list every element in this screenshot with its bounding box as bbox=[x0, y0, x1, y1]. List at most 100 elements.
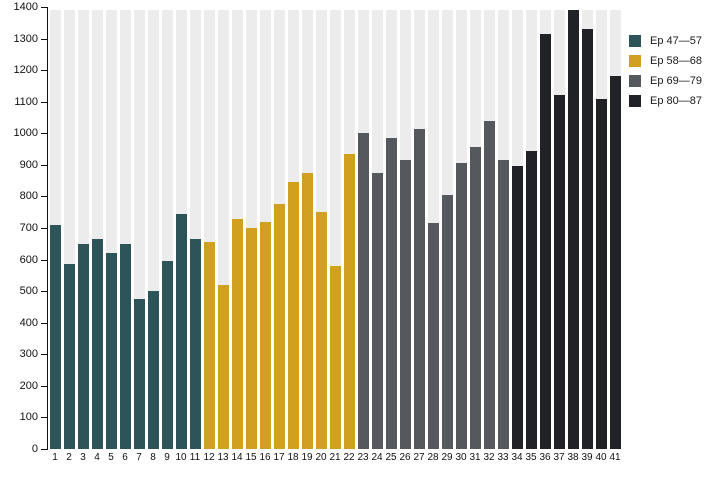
bar bbox=[301, 173, 313, 449]
x-tick-label: 18 bbox=[287, 452, 299, 463]
y-tick-label: 900 bbox=[19, 158, 38, 171]
y-tick-label: 100 bbox=[19, 411, 38, 424]
x-tick-label: 33 bbox=[497, 452, 509, 463]
bar bbox=[77, 244, 89, 449]
x-tick-label: 12 bbox=[203, 452, 215, 463]
x-tick-label: 23 bbox=[357, 452, 369, 463]
x-tick-label: 39 bbox=[581, 452, 593, 463]
bar bbox=[105, 253, 117, 449]
y-tick bbox=[41, 228, 47, 229]
backdrop-column bbox=[147, 10, 159, 449]
x-tick-label: 11 bbox=[189, 452, 201, 463]
y-tick bbox=[41, 385, 47, 387]
x-tick-label: 29 bbox=[441, 452, 453, 463]
y-tick bbox=[41, 417, 47, 419]
y-tick bbox=[41, 7, 47, 8]
backdrop-column bbox=[203, 10, 215, 449]
bar bbox=[553, 95, 565, 449]
x-tick-label: 25 bbox=[385, 452, 397, 463]
legend-item: Ep 58—68 bbox=[629, 51, 702, 71]
y-tick bbox=[41, 101, 47, 103]
y-tick-label: 300 bbox=[19, 348, 38, 361]
x-tick-label: 22 bbox=[343, 452, 355, 463]
legend-label: Ep 58—68 bbox=[650, 55, 702, 67]
x-tick-label: 35 bbox=[525, 452, 537, 463]
x-tick-label: 28 bbox=[427, 452, 439, 463]
bar bbox=[49, 225, 61, 449]
bar bbox=[469, 147, 481, 449]
bar bbox=[413, 129, 425, 449]
legend-item: Ep 80—87 bbox=[629, 91, 702, 111]
bar bbox=[483, 121, 495, 449]
x-tick-label: 21 bbox=[329, 452, 341, 463]
backdrop-column bbox=[189, 10, 201, 449]
legend-label: Ep 80—87 bbox=[650, 95, 702, 107]
x-tick-label: 13 bbox=[217, 452, 229, 463]
x-tick-label: 6 bbox=[122, 452, 128, 463]
bar bbox=[609, 76, 621, 449]
bar bbox=[259, 222, 271, 449]
bar bbox=[539, 34, 551, 449]
bar bbox=[203, 242, 215, 449]
bar bbox=[357, 133, 369, 449]
y-tick-label: 600 bbox=[19, 253, 38, 266]
x-tick-label: 19 bbox=[301, 452, 313, 463]
x-tick-label: 15 bbox=[245, 452, 257, 463]
y-tick-label: 0 bbox=[31, 443, 38, 455]
x-tick-label: 9 bbox=[164, 452, 170, 463]
bar bbox=[581, 29, 593, 449]
backdrop-column bbox=[217, 10, 229, 449]
bar bbox=[455, 163, 467, 449]
y-tick bbox=[41, 70, 47, 72]
legend-swatch bbox=[629, 35, 641, 47]
x-tick-label: 17 bbox=[273, 452, 285, 463]
bar bbox=[119, 244, 131, 449]
backdrop-column bbox=[161, 10, 173, 449]
y-tick bbox=[41, 259, 47, 261]
x-tick-label: 34 bbox=[511, 452, 523, 463]
bar bbox=[287, 182, 299, 449]
y-tick bbox=[41, 449, 47, 450]
backdrop-column bbox=[105, 10, 117, 449]
x-tick-label: 8 bbox=[150, 452, 156, 463]
backdrop-column bbox=[119, 10, 131, 449]
bar bbox=[525, 151, 537, 449]
bar bbox=[147, 291, 159, 449]
legend-label: Ep 47—57 bbox=[650, 35, 702, 47]
x-tick-label: 7 bbox=[136, 452, 142, 463]
bar bbox=[63, 264, 75, 449]
legend-swatch bbox=[629, 75, 641, 87]
bar bbox=[427, 223, 439, 449]
y-tick bbox=[41, 164, 47, 166]
legend-item: Ep 47—57 bbox=[629, 31, 702, 51]
y-tick-label: 1000 bbox=[13, 127, 38, 140]
bar bbox=[231, 219, 243, 449]
backdrop-column bbox=[133, 10, 145, 449]
x-tick-label: 41 bbox=[609, 452, 621, 463]
bar bbox=[273, 204, 285, 449]
y-tick bbox=[41, 38, 47, 40]
y-tick-label: 1200 bbox=[13, 64, 38, 77]
bar bbox=[497, 160, 509, 449]
y-tick-label: 200 bbox=[19, 379, 38, 392]
x-tick-label: 1 bbox=[52, 452, 58, 463]
x-tick-label: 38 bbox=[567, 452, 579, 463]
x-tick-label: 30 bbox=[455, 452, 467, 463]
backdrop-column bbox=[63, 10, 75, 449]
legend-swatch bbox=[629, 55, 641, 67]
x-tick-label: 14 bbox=[231, 452, 243, 463]
legend-label: Ep 69—79 bbox=[650, 75, 702, 87]
x-tick-label: 24 bbox=[371, 452, 383, 463]
x-tick-label: 4 bbox=[94, 452, 100, 463]
x-tick-label: 37 bbox=[553, 452, 565, 463]
legend-item: Ep 69—79 bbox=[629, 71, 702, 91]
x-tick-label: 31 bbox=[469, 452, 481, 463]
bar bbox=[315, 212, 327, 449]
backdrop-column bbox=[77, 10, 89, 449]
y-tick-label: 400 bbox=[19, 316, 38, 329]
bar bbox=[161, 261, 173, 449]
legend: Ep 47—57 Ep 58—68 Ep 69—79 Ep 80—87 bbox=[629, 31, 702, 111]
y-axis-line bbox=[47, 7, 48, 450]
bar bbox=[511, 166, 523, 449]
bar bbox=[133, 299, 145, 449]
